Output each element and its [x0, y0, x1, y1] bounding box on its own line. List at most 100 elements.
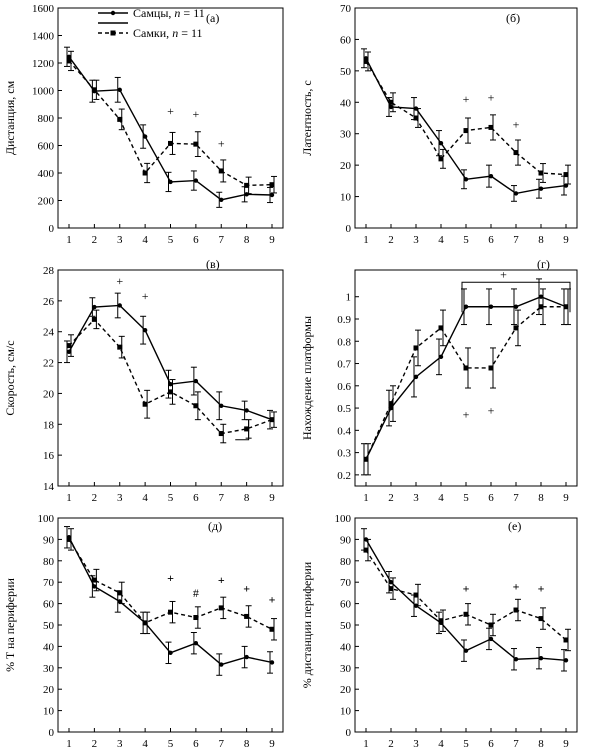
y-tick-label: 50	[340, 66, 352, 78]
data-point	[438, 156, 444, 162]
data-point	[244, 613, 250, 619]
data-point	[218, 605, 224, 611]
x-tick-label: 9	[563, 738, 569, 750]
y-tick-label: 70	[340, 3, 352, 15]
data-point	[538, 170, 544, 176]
y-tick-label: 60	[340, 599, 352, 611]
data-point	[193, 403, 199, 409]
data-point	[244, 426, 250, 432]
series-females	[66, 528, 277, 641]
series-females	[363, 288, 571, 476]
series-males	[64, 292, 275, 430]
data-point	[538, 304, 544, 310]
y-tick-label: 90	[43, 534, 55, 546]
y-axis-label: Нахождение платформы	[300, 316, 314, 440]
chart-panel-6: 0 10 20 30 40 50 60 70 80 90 100 1 2 3 4 5 6 7 8 9 % дистанц…	[300, 513, 578, 750]
data-point	[91, 87, 97, 93]
data-point	[388, 586, 394, 592]
series-line	[68, 304, 273, 421]
x-tick-label: 3	[413, 234, 419, 246]
y-tick-label: 0.6	[337, 381, 351, 393]
y-tick-label: 0	[346, 223, 352, 235]
y-tick-label: 10	[340, 706, 352, 718]
significance-mark: +	[463, 582, 470, 596]
series-females	[66, 50, 277, 195]
data-point	[219, 403, 224, 408]
data-point	[193, 378, 199, 384]
data-point	[513, 191, 519, 196]
data-point	[66, 349, 72, 354]
y-tick-label: 0	[49, 727, 55, 739]
x-tick-label: 5	[168, 738, 174, 750]
data-point	[488, 173, 494, 179]
x-tick-label: 8	[538, 492, 544, 504]
legend-label-females: Самки, n = 11	[133, 26, 203, 40]
x-tick-label: 7	[219, 492, 225, 504]
data-point	[168, 650, 173, 656]
data-point	[463, 304, 469, 309]
data-point	[463, 365, 469, 371]
y-tick-label: 0.9	[337, 314, 351, 326]
significance-mark: +	[488, 91, 495, 105]
series-females	[363, 51, 571, 185]
y-tick-label: 20	[43, 388, 55, 400]
data-point	[244, 654, 249, 660]
data-point	[438, 325, 444, 331]
y-tick-label: 80	[340, 556, 352, 568]
chart-panel-4: 0.2 0.3 0.4 0.5 0.6 0.7 0.8 0.9 1 1 2 3 4 5 6 7 8 9 Нахожд…	[300, 257, 578, 504]
data-point	[168, 381, 173, 387]
y-tick-label: 80	[43, 556, 55, 568]
series-line	[68, 318, 273, 435]
data-point	[168, 389, 173, 395]
data-point	[142, 401, 148, 407]
y-tick-label: 28	[43, 265, 55, 277]
data-point	[193, 178, 199, 183]
x-tick-label: 5	[463, 492, 469, 504]
data-point	[142, 134, 148, 139]
y-tick-label: 70	[43, 577, 55, 589]
x-tick-label: 6	[193, 492, 199, 504]
data-point	[463, 128, 469, 134]
data-point	[92, 304, 97, 310]
data-point	[413, 374, 419, 380]
data-point	[219, 662, 224, 667]
y-tick-label: 1600	[32, 3, 55, 15]
x-tick-label: 2	[92, 234, 98, 246]
data-point	[488, 365, 494, 371]
significance-mark: +	[500, 267, 507, 281]
series-males	[361, 528, 569, 672]
significance-mark: +	[538, 582, 545, 596]
x-tick-label: 2	[388, 234, 394, 246]
x-tick-label: 1	[66, 492, 72, 504]
y-tick-label: 10	[340, 192, 352, 204]
x-tick-label: 3	[413, 492, 419, 504]
data-point	[513, 607, 519, 613]
panel-label: (г)	[537, 257, 550, 271]
data-point	[269, 182, 275, 188]
y-axis-label: % дистанции периферии	[300, 561, 314, 688]
x-tick-label: 9	[269, 234, 275, 246]
series-line	[68, 56, 273, 201]
data-point	[563, 304, 569, 310]
plot-frame	[57, 517, 284, 733]
significance-mark: +	[513, 117, 520, 131]
group-bracket	[235, 419, 250, 441]
data-point	[218, 431, 224, 437]
data-point	[269, 192, 275, 198]
data-point	[413, 115, 419, 121]
x-tick-label: 8	[244, 738, 250, 750]
x-tick-label: 2	[388, 738, 394, 750]
data-point	[438, 140, 444, 146]
x-tick-label: 5	[463, 234, 469, 246]
data-point	[66, 536, 72, 542]
x-tick-label: 6	[488, 738, 494, 750]
data-point	[66, 54, 72, 60]
data-point	[488, 636, 494, 642]
significance-mark: +	[243, 582, 250, 596]
panel-label: (е)	[508, 519, 521, 533]
y-tick-label: 0.4	[337, 425, 351, 437]
x-tick-label: 8	[538, 234, 544, 246]
y-tick-label: 0.7	[337, 359, 351, 371]
x-tick-label: 6	[193, 234, 199, 246]
significance-mark: +	[218, 136, 225, 150]
